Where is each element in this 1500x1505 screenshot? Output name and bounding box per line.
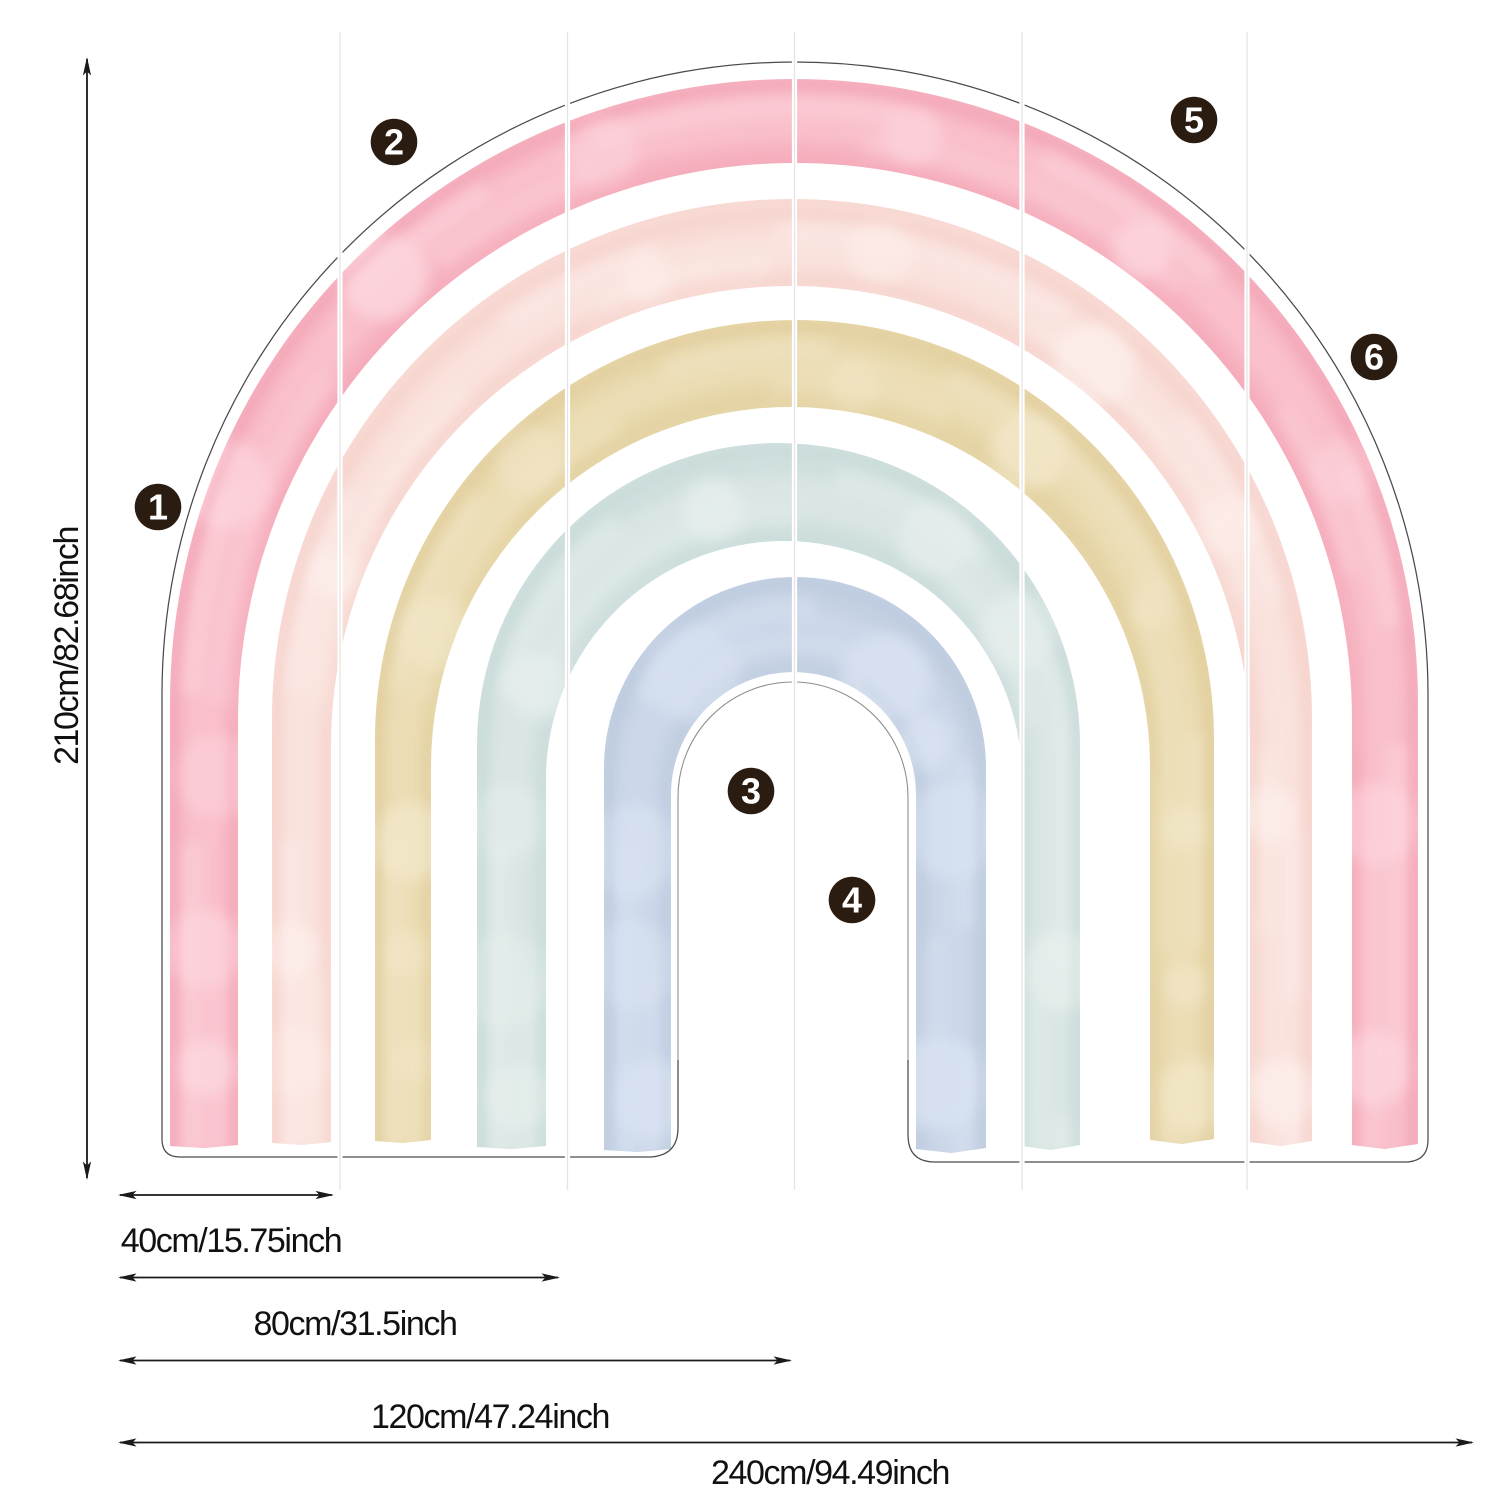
svg-text:6: 6 [1364,337,1384,378]
svg-text:5: 5 [1184,100,1204,141]
svg-text:40cm/15.75inch: 40cm/15.75inch [121,1222,341,1260]
svg-text:2: 2 [384,122,404,163]
svg-text:80cm/31.5inch: 80cm/31.5inch [254,1305,457,1343]
svg-text:120cm/47.24inch: 120cm/47.24inch [371,1398,609,1436]
svg-text:4: 4 [842,880,862,921]
svg-text:240cm/94.49inch: 240cm/94.49inch [711,1454,949,1492]
svg-text:3: 3 [741,771,761,812]
svg-text:210cm/82.68inch: 210cm/82.68inch [48,527,86,765]
svg-text:1: 1 [148,487,168,528]
